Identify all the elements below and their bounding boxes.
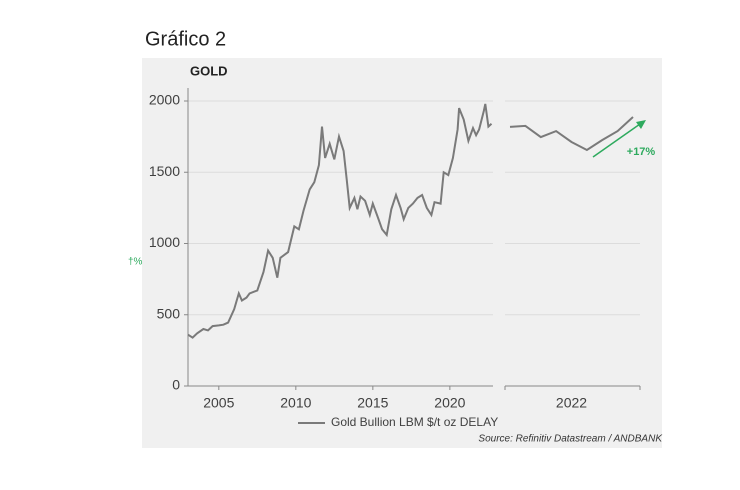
source: Source: Refinitiv Datastream / ANDBANK <box>478 434 663 445</box>
y-tick-label: 500 <box>157 305 181 321</box>
x-tick-label: 2010 <box>280 395 311 411</box>
heading: Gráfico 2 <box>145 28 226 50</box>
fragment: †% <box>128 257 143 268</box>
annotation-arrow <box>592 123 641 158</box>
y-tick-label: 2000 <box>149 92 180 108</box>
annotation: +17% <box>627 146 656 158</box>
chart-title: GOLD <box>190 63 228 78</box>
data-line <box>187 103 493 339</box>
y-tick-label: 1000 <box>149 234 180 250</box>
y-tick-label: 1500 <box>149 163 180 179</box>
chart-background <box>142 58 662 448</box>
x-tick-label: 2020 <box>434 395 465 411</box>
data-line <box>509 116 634 152</box>
x-tick-label: 2005 <box>203 395 234 411</box>
y-tick-label: 0 <box>172 377 180 393</box>
annotation-arrowhead <box>636 120 646 129</box>
x-tick-label: 2022 <box>556 395 587 411</box>
legend-label: Gold Bullion LBM $/t oz DELAY <box>331 415 498 429</box>
x-tick-label: 2015 <box>357 395 388 411</box>
